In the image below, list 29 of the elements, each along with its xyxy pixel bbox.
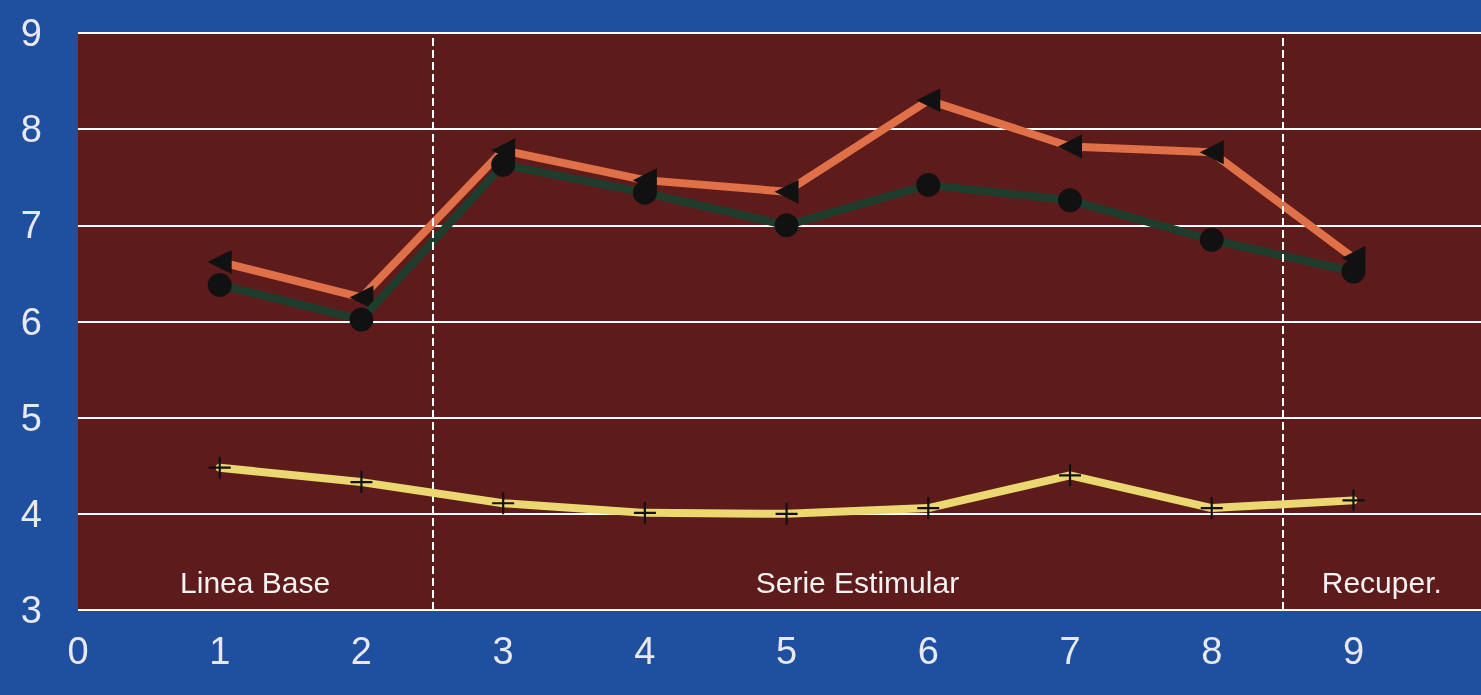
x-tick-label: 5 — [776, 630, 798, 672]
x-tick-label: 8 — [1201, 630, 1223, 672]
point — [1199, 227, 1224, 252]
y-tick-label: 6 — [20, 300, 42, 343]
point — [207, 272, 232, 297]
point — [491, 152, 516, 177]
point — [774, 213, 799, 238]
point — [1058, 188, 1083, 213]
y-tick-label: 5 — [20, 396, 42, 439]
point — [632, 180, 657, 205]
y-tick-label: 9 — [20, 12, 42, 54]
x-tick-label: 4 — [634, 630, 656, 672]
y-tick-label: 4 — [20, 492, 42, 535]
x-tick-label: 3 — [492, 630, 514, 672]
x-tick-label: 1 — [209, 630, 231, 672]
point — [916, 172, 941, 197]
x-tick-label: 6 — [917, 630, 939, 672]
annotation: Recuper. — [1321, 565, 1442, 599]
x-tick-label: 9 — [1342, 630, 1365, 672]
x-tick-label: 2 — [350, 630, 372, 672]
x-tick-label: 7 — [1059, 630, 1081, 672]
annotation: Serie Estimular — [755, 565, 960, 599]
y-tick-label: 3 — [20, 589, 42, 631]
annotation: Linea Base — [180, 565, 331, 599]
point — [349, 307, 374, 332]
point — [1341, 259, 1366, 284]
x-tick-label: 0 — [67, 630, 89, 672]
y-tick-label: 8 — [20, 108, 42, 151]
y-tick-label: 7 — [20, 204, 42, 247]
